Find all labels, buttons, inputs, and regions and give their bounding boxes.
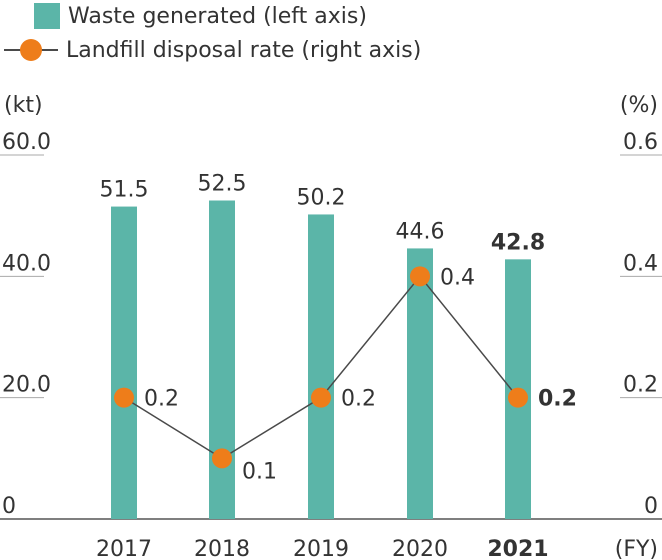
point-value-label: 0.2 [341, 387, 376, 412]
legend-item-waste: Waste generated (left axis) [0, 0, 367, 32]
bar-waste-2018 [209, 200, 235, 519]
x-tick-label: 2020 [392, 537, 448, 560]
point-landfill-2019 [311, 387, 331, 408]
y-left-unit-label: (kt) [4, 93, 43, 118]
labels-layer: 51.5 52.5 50.2 44.6 42.8 0.2 0.1 0.2 0.4 0.2 [100, 172, 577, 485]
bar-value-label: 52.5 [198, 172, 247, 197]
point-landfill-2021 [508, 387, 528, 408]
x-tick-label: 2021 [487, 537, 548, 560]
bar-value-label: 44.6 [396, 219, 445, 244]
y-left-tick-label: 40.0 [2, 251, 51, 276]
bar-value-label: 51.5 [100, 178, 149, 203]
point-value-label: 0.2 [538, 387, 577, 412]
y-right-tick-label: 0.2 [623, 373, 658, 398]
bars-layer [111, 200, 531, 520]
point-landfill-2018 [212, 448, 232, 469]
point-landfill-2017 [114, 387, 134, 408]
line-layer [114, 266, 528, 469]
legend-label-waste: Waste generated (left axis) [68, 3, 367, 29]
legend-item-landfill: Landfill disposal rate (right axis) [0, 34, 421, 66]
y-left-tick-label: 60.0 [2, 130, 51, 155]
y-left-tick-label: 20.0 [2, 373, 51, 398]
bar-waste-2020 [407, 248, 433, 519]
legend-line-marker [0, 37, 58, 63]
y-right-tick-label: 0.4 [623, 251, 658, 276]
point-value-label: 0.1 [242, 459, 277, 484]
point-value-label: 0.2 [144, 387, 179, 412]
legend-bar-swatch [34, 3, 60, 29]
y-left-tick-label: 0 [2, 494, 16, 519]
x-unit-label: (FY) [615, 537, 658, 560]
legend-label-landfill: Landfill disposal rate (right axis) [66, 37, 422, 63]
x-tick-label: 2018 [194, 537, 250, 560]
x-tick-label: 2019 [293, 537, 349, 560]
bar-waste-2017 [111, 206, 137, 520]
y-right-tick-label: 0 [644, 494, 658, 519]
y-right-tick-label: 0.6 [623, 130, 658, 155]
bar-value-label: 50.2 [297, 185, 346, 210]
y-right-unit-label: (%) [620, 93, 658, 118]
x-tick-label: 2017 [96, 537, 152, 560]
bar-waste-2019 [308, 214, 334, 519]
bar-value-label: 42.8 [491, 230, 545, 255]
point-value-label: 0.4 [440, 265, 475, 290]
chart-legend: Waste generated (left axis) Landfill dis… [0, 0, 662, 70]
point-landfill-2020 [410, 266, 430, 287]
